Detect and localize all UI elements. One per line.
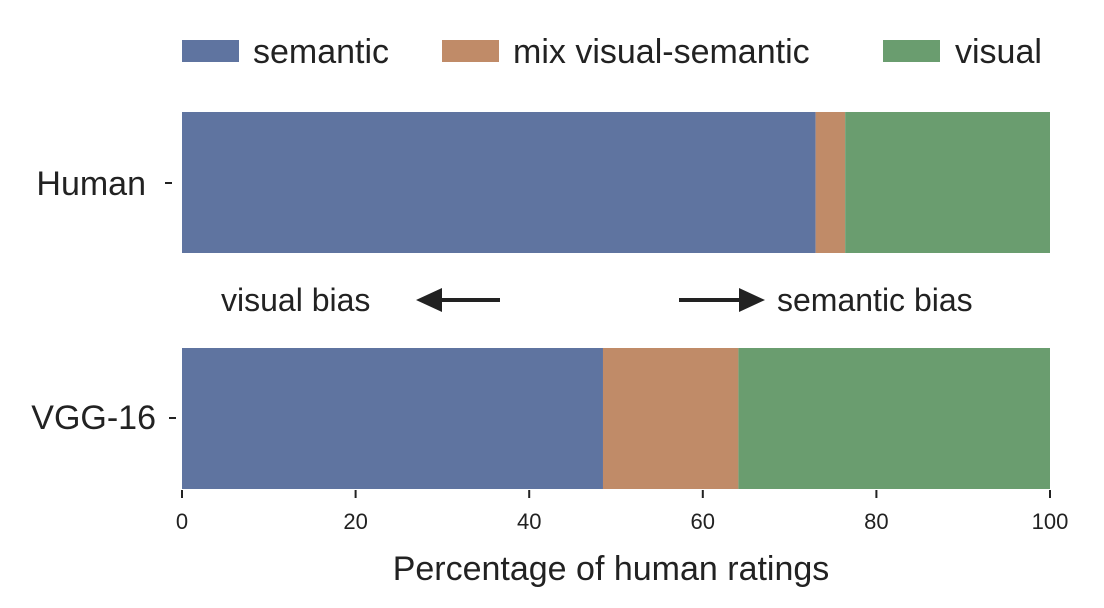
legend: semantic mix visual-semantic visual	[182, 33, 1042, 71]
bar-human-visual	[845, 112, 1050, 253]
category-label-human: Human	[36, 165, 146, 203]
x-tick-label-40: 40	[517, 509, 541, 534]
x-tick-label-60: 60	[691, 509, 715, 534]
bar-vgg16-visual	[738, 348, 1050, 489]
x-tick-label-100: 100	[1032, 509, 1069, 534]
x-tick-label-0: 0	[176, 509, 188, 534]
x-axis-title: Percentage of human ratings	[393, 550, 830, 588]
legend-swatch-visual	[883, 40, 940, 62]
legend-label-semantic: semantic	[253, 33, 389, 71]
legend-swatch-semantic	[182, 40, 239, 62]
semantic-bias-arrow-head	[739, 288, 765, 312]
bar-vgg16-mix-visual-semantic	[602, 348, 739, 489]
bars-group	[182, 112, 1050, 489]
x-tick-label-80: 80	[864, 509, 888, 534]
bias-annotations: visual bias semantic bias	[221, 282, 973, 318]
x-axis: 0 20 40 60 80 100	[176, 490, 1068, 534]
semantic-bias-label: semantic bias	[777, 282, 973, 318]
legend-label-mix-visual-semantic: mix visual-semantic	[513, 33, 810, 71]
x-tick-label-20: 20	[343, 509, 367, 534]
legend-swatch-mix-visual-semantic	[442, 40, 499, 62]
legend-label-visual: visual	[955, 33, 1042, 71]
y-axis: Human VGG-16	[31, 165, 176, 437]
bar-human-semantic	[182, 112, 816, 253]
bar-vgg16-semantic	[182, 348, 603, 489]
category-label-vgg16: VGG-16	[31, 399, 156, 437]
visual-bias-arrow-head	[416, 288, 442, 312]
bar-human-mix-visual-semantic	[815, 112, 846, 253]
visual-bias-label: visual bias	[221, 282, 370, 318]
